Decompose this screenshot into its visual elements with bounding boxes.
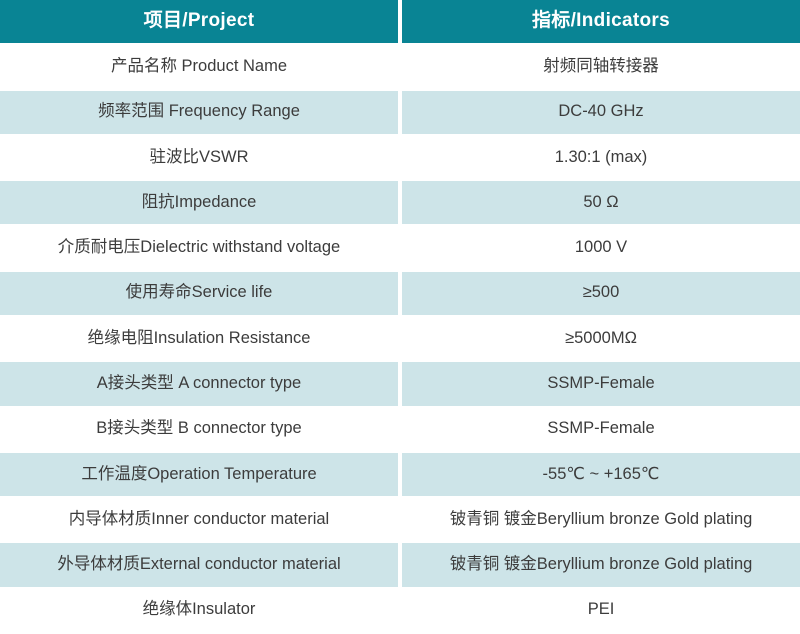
indicator-cell: 射频同轴转接器 [402,45,800,89]
table-row: 驻波比VSWR 1.30:1 (max) [0,135,800,182]
indicator-cell: 铍青铜 镀金Beryllium bronze Gold plating [402,498,800,542]
table-row: 阻抗Impedance 50 Ω [0,181,800,227]
indicator-cell: SSMP-Female [402,362,800,406]
header-project: 项目/Project [0,0,402,44]
project-cell: 外导体材质External conductor material [0,543,402,587]
indicator-cell: -55℃ ~ +165℃ [402,452,800,497]
table-row: 外导体材质External conductor material 铍青铜 镀金Be… [0,543,800,589]
table-row: 绝缘体Insulator PEI [0,588,800,634]
table-header-row: 项目/Project 指标/Indicators [0,0,800,46]
indicator-cell: ≥5000MΩ [402,316,800,361]
table-row: 介质耐电压Dielectric withstand voltage 1000 V [0,226,800,272]
project-cell: 内导体材质Inner conductor material [0,498,402,542]
table-row: 内导体材质Inner conductor material 铍青铜 镀金Beryl… [0,498,800,544]
project-cell: 使用寿命Service life [0,271,402,315]
table-row: A接头类型 A connector type SSMP-Female [0,362,800,408]
indicator-cell: 50 Ω [402,181,800,225]
project-cell: 驻波比VSWR [0,135,402,180]
table-row: 频率范围 Frequency Range DC-40 GHz [0,90,800,136]
indicator-cell: 1.30:1 (max) [402,135,800,180]
indicator-cell: PEI [402,588,800,632]
project-cell: B接头类型 B connector type [0,407,402,451]
indicator-cell: DC-40 GHz [402,90,800,134]
project-cell: 阻抗Impedance [0,181,402,225]
table-row: 工作温度Operation Temperature -55℃ ~ +165℃ [0,452,800,499]
project-cell: 工作温度Operation Temperature [0,452,402,497]
project-cell: 产品名称 Product Name [0,45,402,89]
project-cell: A接头类型 A connector type [0,362,402,406]
table-row: 产品名称 Product Name 射频同轴转接器 [0,45,800,91]
project-cell: 绝缘体Insulator [0,588,402,632]
table-row: 使用寿命Service life ≥500 [0,271,800,317]
header-indicators: 指标/Indicators [402,0,800,44]
indicator-cell: 1000 V [402,226,800,270]
project-cell: 介质耐电压Dielectric withstand voltage [0,226,402,270]
indicator-cell: 铍青铜 镀金Beryllium bronze Gold plating [402,543,800,587]
table-row: 绝缘电阻Insulation Resistance ≥5000MΩ [0,316,800,363]
project-cell: 绝缘电阻Insulation Resistance [0,316,402,361]
project-cell: 频率范围 Frequency Range [0,90,402,134]
table-row: B接头类型 B connector type SSMP-Female [0,407,800,453]
indicator-cell: SSMP-Female [402,407,800,451]
indicator-cell: ≥500 [402,271,800,315]
